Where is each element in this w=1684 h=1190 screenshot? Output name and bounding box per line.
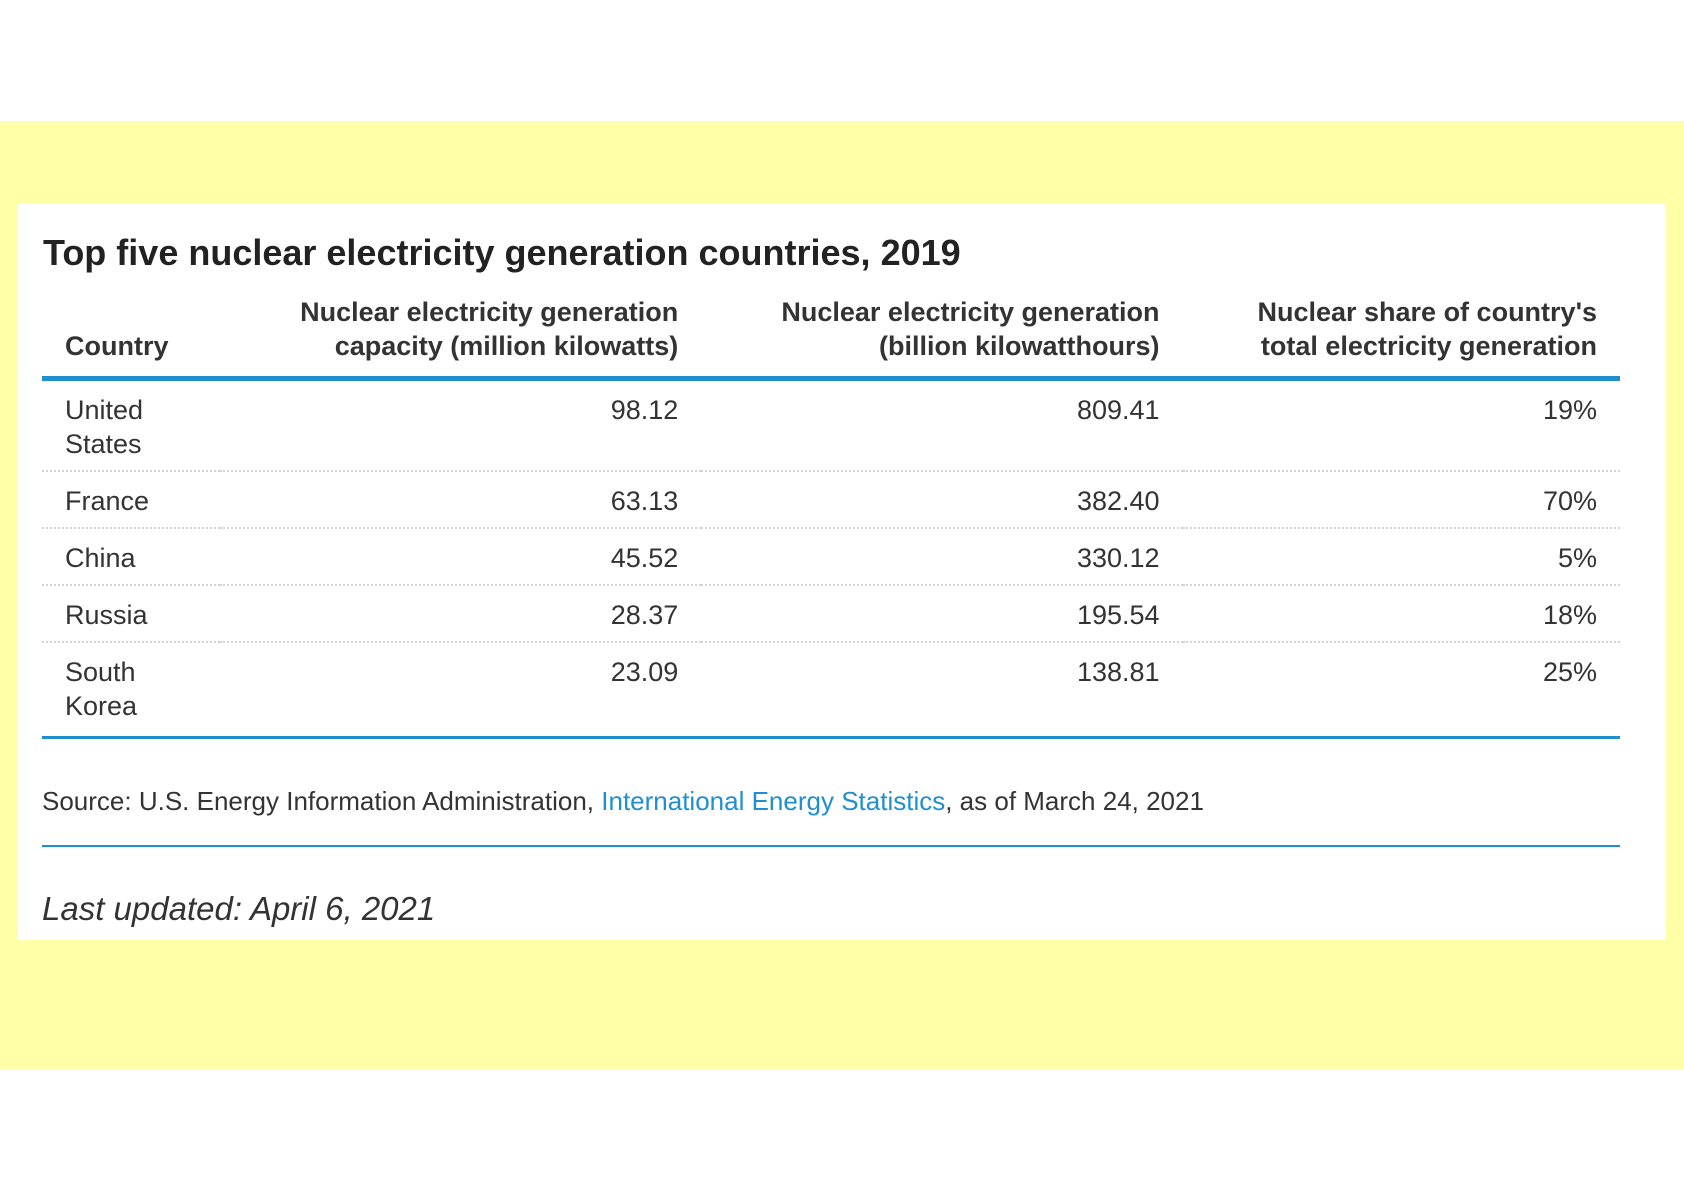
generation-cell: 138.81 bbox=[701, 642, 1183, 739]
nuclear-table: Country Nuclear electricity generation c… bbox=[42, 287, 1620, 739]
source-prefix: Source: U.S. Energy Information Administ… bbox=[42, 786, 602, 816]
content-card: Top five nuclear electricity generation … bbox=[18, 204, 1666, 940]
table-row: Russia 28.37 195.54 18% bbox=[42, 585, 1620, 643]
share-cell: 25% bbox=[1182, 642, 1620, 739]
capacity-cell: 45.52 bbox=[220, 528, 702, 586]
share-cell: 70% bbox=[1182, 471, 1620, 529]
divider bbox=[42, 845, 1620, 847]
table-header: Country Nuclear electricity generation c… bbox=[42, 287, 1620, 381]
country-name-line1: China bbox=[65, 543, 136, 573]
table-row: France 63.13 382.40 70% bbox=[42, 471, 1620, 529]
source-note: Source: U.S. Energy Information Administ… bbox=[42, 786, 1204, 817]
header-capacity-line2: capacity (million kilowatts) bbox=[334, 331, 679, 361]
country-cell: Russia bbox=[42, 585, 220, 643]
country-name-line2: States bbox=[65, 429, 142, 459]
header-generation: Nuclear electricity generation (billion … bbox=[701, 287, 1183, 381]
header-country: Country bbox=[42, 287, 220, 381]
capacity-cell: 63.13 bbox=[220, 471, 702, 529]
generation-cell: 809.41 bbox=[701, 378, 1183, 472]
country-name-line1: Russia bbox=[65, 600, 148, 630]
share-cell: 18% bbox=[1182, 585, 1620, 643]
source-link[interactable]: International Energy Statistics bbox=[601, 786, 946, 816]
share-cell: 19% bbox=[1182, 378, 1620, 472]
country-cell: China bbox=[42, 528, 220, 586]
capacity-cell: 98.12 bbox=[220, 378, 702, 472]
table-row: China 45.52 330.12 5% bbox=[42, 528, 1620, 586]
header-country-line2: Country bbox=[65, 331, 169, 361]
header-share: Nuclear share of country's total electri… bbox=[1182, 287, 1620, 381]
generation-cell: 330.12 bbox=[701, 528, 1183, 586]
source-suffix: , as of March 24, 2021 bbox=[945, 786, 1204, 816]
country-name-line1: France bbox=[65, 486, 150, 516]
generation-cell: 195.54 bbox=[701, 585, 1183, 643]
country-cell: United States bbox=[42, 378, 220, 472]
table-row: United States 98.12 809.41 19% bbox=[42, 378, 1620, 472]
header-capacity: Nuclear electricity generation capacity … bbox=[220, 287, 702, 381]
country-name-line2: Korea bbox=[65, 691, 138, 721]
capacity-cell: 23.09 bbox=[220, 642, 702, 739]
capacity-cell: 28.37 bbox=[220, 585, 702, 643]
table-row: South Korea 23.09 138.81 25% bbox=[42, 642, 1620, 739]
country-cell: France bbox=[42, 471, 220, 529]
country-cell: South Korea bbox=[42, 642, 220, 739]
country-name-line1: United bbox=[65, 395, 144, 425]
country-name-line1: South bbox=[65, 657, 136, 687]
table-title: Top five nuclear electricity generation … bbox=[43, 232, 961, 273]
header-generation-line2: (billion kilowatthours) bbox=[879, 331, 1160, 361]
header-row: Country Nuclear electricity generation c… bbox=[42, 287, 1620, 381]
header-generation-line1: Nuclear electricity generation bbox=[781, 297, 1160, 327]
header-share-line2: total electricity generation bbox=[1260, 331, 1597, 361]
last-updated: Last updated: April 6, 2021 bbox=[42, 890, 436, 927]
share-cell: 5% bbox=[1182, 528, 1620, 586]
table-body: United States 98.12 809.41 19% France 63… bbox=[42, 378, 1620, 739]
header-capacity-line1: Nuclear electricity generation bbox=[300, 297, 679, 327]
header-share-line1: Nuclear share of country's bbox=[1257, 297, 1597, 327]
generation-cell: 382.40 bbox=[701, 471, 1183, 529]
